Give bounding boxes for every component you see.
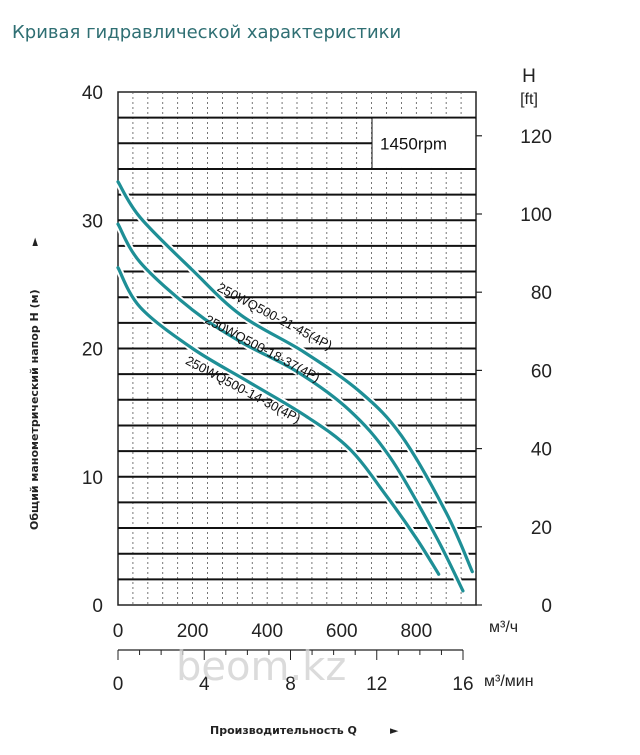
y-right-title: H xyxy=(522,66,536,87)
y-left-tick-label: 0 xyxy=(92,596,103,617)
x-axis-arrow: ► xyxy=(390,724,399,737)
y-right-tick-label: 100 xyxy=(520,205,552,226)
y-left-tick-label: 10 xyxy=(82,468,103,489)
curve-halo xyxy=(114,179,476,574)
x-main-tick-label: 0 xyxy=(113,621,124,642)
y-right-tick-label: 120 xyxy=(520,127,552,148)
page-title: Кривая гидравлической характеристики xyxy=(12,22,402,43)
pump-curve-250WQ500-21-45(4P) xyxy=(116,180,474,574)
y-right-tick-label: 40 xyxy=(531,440,552,461)
curve-layer xyxy=(114,179,476,593)
y-right-tick-label: 60 xyxy=(531,361,552,382)
speed-label: 1450rpm xyxy=(380,134,447,153)
y-left-tick-label: 30 xyxy=(82,211,103,232)
x-secondary-unit: м³/мин xyxy=(484,673,534,690)
pump-curve-250WQ500-14-30(4P) xyxy=(116,266,441,576)
x-secondary-tick-label: 0 xyxy=(113,674,124,695)
x-secondary-tick-label: 16 xyxy=(452,674,473,695)
y-left-tick-label: 40 xyxy=(82,83,103,104)
curve-label: 250WQ500-21-45(4P) xyxy=(215,280,335,353)
watermark: beom.kz xyxy=(176,644,346,690)
y-axis-title: Общий манометрический напор H (м) xyxy=(28,289,41,530)
x-main-tick-label: 200 xyxy=(177,621,209,642)
x-main-tick-label: 600 xyxy=(326,621,358,642)
y-axis-arrow: ► xyxy=(28,237,41,246)
x-axis-title: Производительность Q xyxy=(210,724,357,737)
pump-curve-250WQ500-18-37(4P) xyxy=(116,222,465,593)
x-secondary-tick-label: 4 xyxy=(199,674,210,695)
rpm-box xyxy=(372,118,475,168)
x-main-unit: м³/ч xyxy=(489,619,518,636)
x-main-tick-label: 800 xyxy=(400,621,432,642)
x-main-tick-label: 400 xyxy=(251,621,283,642)
y-right-unit: [ft] xyxy=(520,91,538,108)
grid-layer xyxy=(117,91,477,606)
x-secondary-tick-label: 12 xyxy=(366,674,387,695)
y-left-tick-label: 20 xyxy=(82,340,103,361)
y-right-tick-label: 0 xyxy=(541,596,552,617)
y-right-tick-label: 20 xyxy=(531,518,552,539)
y-right-tick-label: 80 xyxy=(531,283,552,304)
x-secondary-tick-label: 8 xyxy=(285,674,296,695)
